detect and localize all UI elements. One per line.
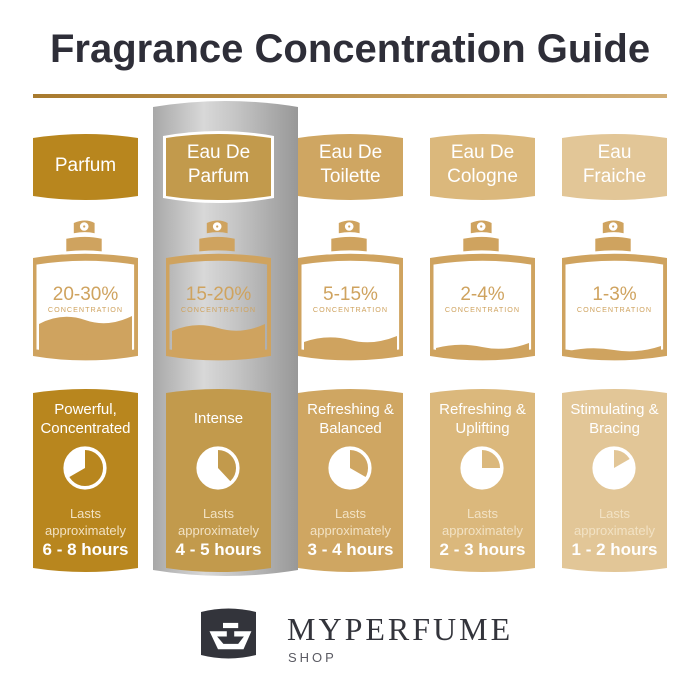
svg-text:5-15%: 5-15% [323, 284, 378, 305]
svg-text:20-30%: 20-30% [53, 284, 119, 305]
svg-text:CONCENTRATION: CONCENTRATION [181, 305, 256, 314]
svg-text:15-20%: 15-20% [186, 284, 252, 305]
svg-text:2-4%: 2-4% [460, 284, 504, 305]
svg-text:1-3%: 1-3% [592, 284, 636, 305]
svg-text:CONCENTRATION: CONCENTRATION [313, 305, 388, 314]
svg-text:CONCENTRATION: CONCENTRATION [577, 305, 652, 314]
svg-text:CONCENTRATION: CONCENTRATION [445, 305, 520, 314]
svg-text:CONCENTRATION: CONCENTRATION [48, 305, 123, 314]
